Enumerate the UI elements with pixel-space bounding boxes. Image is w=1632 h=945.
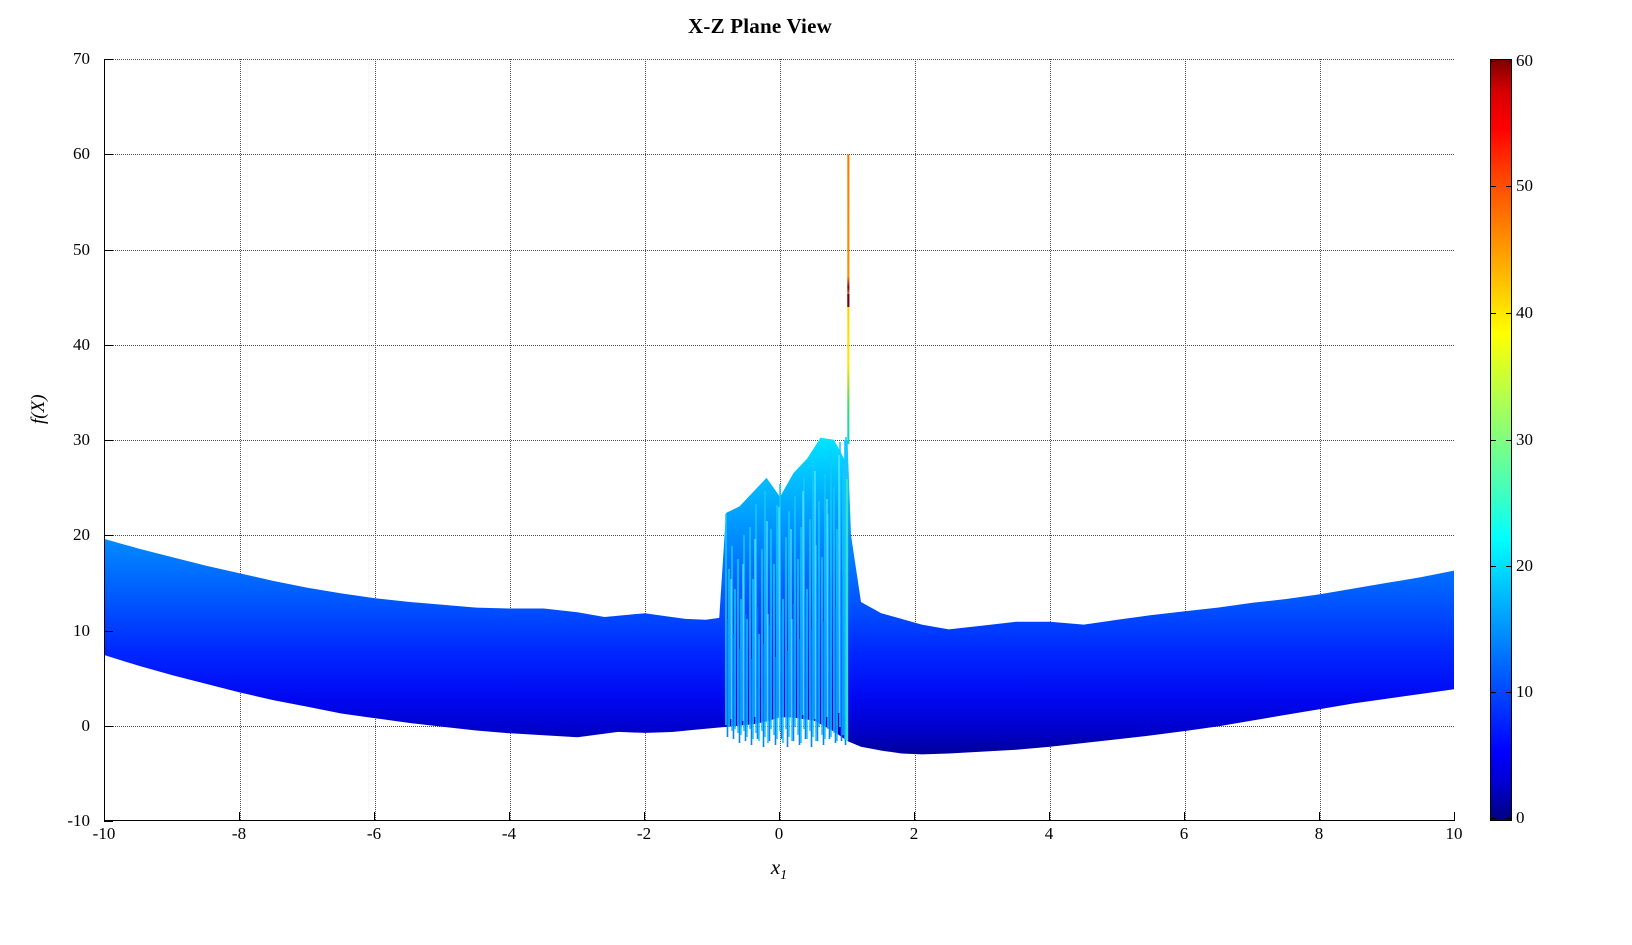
spike-base-column	[844, 440, 848, 740]
ytick-mark-40	[104, 344, 113, 346]
plot-area	[104, 59, 1454, 821]
ytick-mark-30	[104, 440, 113, 441]
ytick-label-60: 60	[73, 144, 90, 164]
xtick-label-2: 2	[909, 824, 919, 843]
ytick-label-10: 10	[73, 620, 90, 640]
xtick-mark-2	[914, 812, 915, 821]
colorbar-tick-mark-40-right	[1506, 313, 1512, 314]
ytick-label--10: -10	[67, 811, 90, 830]
colorbar-tick-mark-0-right	[1506, 818, 1512, 819]
ytick-mark-50	[104, 249, 113, 251]
ytick-mark-10	[104, 630, 113, 632]
ytick-label-40: 40	[73, 334, 90, 354]
colorbar-tick-label-20: 20	[1516, 556, 1533, 575]
xtick-label-4: 4	[1044, 824, 1054, 843]
colorbar-tick-mark-50-right	[1506, 186, 1512, 187]
gridline-y-50	[105, 249, 1454, 251]
gridline-y-60	[105, 154, 1454, 156]
colorbar-tick-label-10: 10	[1516, 682, 1533, 701]
ytick-label-70: 70	[73, 49, 90, 68]
xtick-mark--6	[374, 812, 375, 821]
xtick-label--4: -4	[501, 824, 517, 843]
xtick-label-6: 6	[1179, 824, 1189, 843]
page-title: X-Z Plane View	[688, 14, 832, 38]
xtick-label--10: -10	[92, 824, 116, 843]
colorbar-tick-label-30: 30	[1516, 430, 1533, 449]
ytick-label-20: 20	[73, 525, 90, 545]
x-axis-label-main: x	[770, 855, 781, 879]
colorbar-tick-mark-10-right	[1506, 692, 1512, 693]
y-axis-label: f(X)	[28, 394, 49, 424]
gridline-x--2	[645, 59, 646, 820]
xtick-mark--10	[104, 812, 105, 821]
gridline-x--6	[375, 59, 376, 820]
ytick-mark-0	[104, 725, 113, 727]
x-axis-label-subscript: 1	[780, 868, 788, 884]
ytick-label-0: 0	[81, 715, 91, 735]
xtick-label-8: 8	[1314, 824, 1324, 843]
colorbar-tick-mark-0-left	[1490, 818, 1496, 819]
gridline-x-4	[1050, 59, 1051, 820]
colorbar-tick-mark-30-right	[1506, 440, 1512, 441]
colorbar-tick-label-60: 60	[1516, 51, 1533, 70]
colorbar-tick-label-40: 40	[1516, 303, 1533, 322]
gridline-x--8	[240, 59, 241, 820]
gridline-y-40	[105, 344, 1454, 346]
xtick-mark-4	[1049, 812, 1050, 821]
colorbar-tick-mark-20-right	[1506, 566, 1512, 567]
spike-base-column-2	[846, 479, 849, 741]
gridline-x-8	[1320, 59, 1321, 820]
colorbar-tick-mark-50-left	[1490, 186, 1496, 187]
ytick-mark-70	[104, 59, 113, 60]
peak-spike-dark-segment	[847, 294, 850, 307]
colorbar-tick-mark-60-left	[1490, 61, 1496, 62]
xtick-label-0: 0	[774, 824, 784, 843]
xtick-label--2: -2	[636, 824, 652, 843]
gridline-x--4	[510, 59, 511, 820]
xtick-label-10: 10	[1445, 824, 1463, 843]
colorbar-tick-mark-60-right	[1506, 61, 1512, 62]
xtick-mark-0	[779, 812, 780, 821]
colorbar-tick-mark-40-left	[1490, 313, 1496, 314]
surface-projection	[105, 154, 1454, 755]
colorbar-tick-label-0: 0	[1516, 808, 1525, 827]
colorbar-tick-label-50: 50	[1516, 176, 1533, 195]
colorbar-tick-mark-30-left	[1490, 440, 1496, 441]
gridline-y-70	[105, 59, 1454, 60]
colorbar-tick-mark-20-left	[1490, 566, 1496, 567]
xtick-mark--2	[644, 812, 645, 821]
xtick-mark-6	[1184, 812, 1185, 821]
xtick-mark-10	[1454, 812, 1455, 821]
x-axis-label: x1	[104, 855, 1454, 884]
ytick-label-50: 50	[73, 239, 90, 259]
gridline-x-6	[1185, 59, 1186, 820]
ytick-mark--10	[104, 821, 113, 822]
ytick-label-30: 30	[73, 430, 90, 449]
xtick-mark-8	[1319, 812, 1320, 821]
xtick-mark--4	[509, 812, 510, 821]
xtick-mark--8	[239, 812, 240, 821]
gridline-x-2	[915, 59, 916, 820]
colorbar-tick-mark-10-left	[1490, 692, 1496, 693]
ytick-mark-20	[104, 535, 113, 537]
ytick-mark-60	[104, 154, 113, 156]
gridline-y-30	[105, 440, 1454, 441]
xtick-label--8: -8	[231, 824, 247, 843]
xtick-label--6: -6	[366, 824, 382, 843]
gridline-x-0	[780, 59, 781, 820]
